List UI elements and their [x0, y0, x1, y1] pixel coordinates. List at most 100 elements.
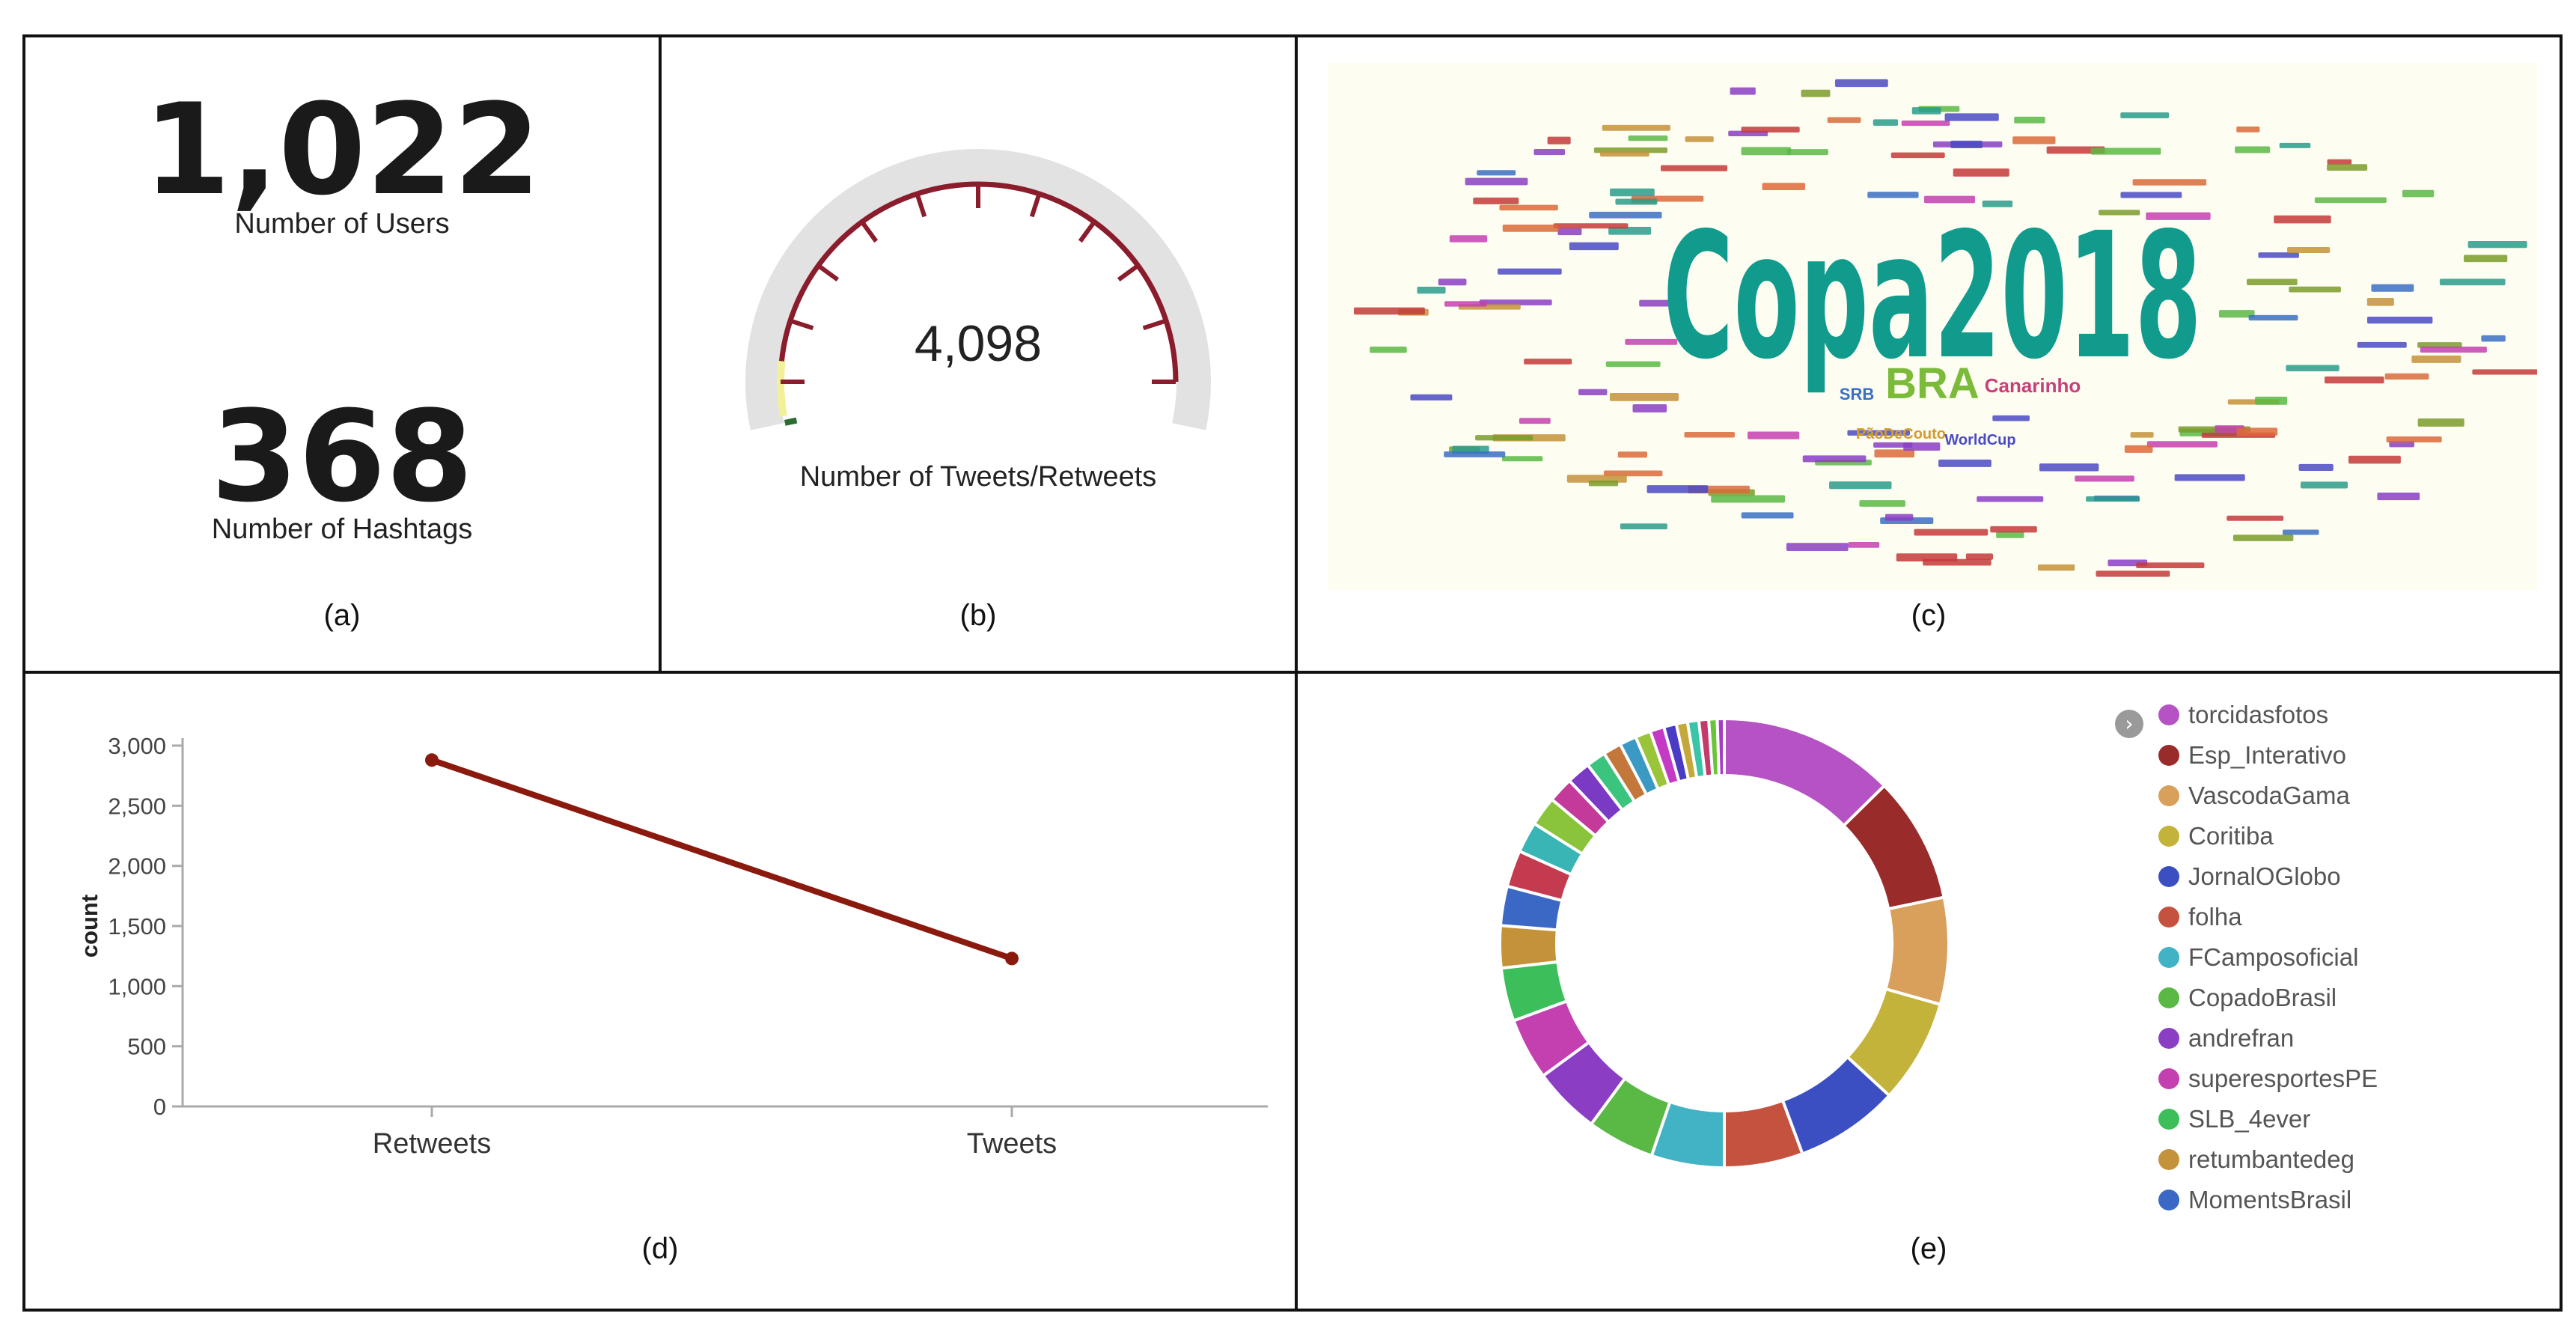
legend-item[interactable]: MomentsBrasil — [2158, 1186, 2351, 1214]
legend-item[interactable]: torcidasfotos — [2158, 701, 2328, 729]
word-cloud-term — [1827, 117, 1861, 124]
word-cloud-term — [1748, 431, 1800, 439]
word-cloud-term — [1901, 120, 1950, 127]
legend-item[interactable]: andrefran — [2158, 1024, 2294, 1053]
word-paodecouto: PãoDeCouto — [1856, 426, 1946, 442]
gauge-tick — [1142, 318, 1168, 331]
legend-label: Esp_Interativo — [2188, 741, 2346, 769]
word-cloud-term — [1660, 165, 1728, 171]
word-cloud-term — [2046, 146, 2105, 154]
word-cloud-term — [1599, 151, 1649, 157]
hashtags-label: Number of Hashtags — [211, 514, 473, 545]
word-cloud-term — [2279, 142, 2311, 148]
caption-c: (c) — [1911, 599, 1947, 632]
legend-label: andrefran — [2188, 1024, 2295, 1052]
word-cloud-term — [2146, 441, 2218, 448]
word-cloud-term — [2146, 212, 2211, 220]
gauge-tick — [1029, 192, 1042, 218]
x-tick-label: Retweets — [373, 1128, 491, 1160]
word-cloud-term — [2012, 136, 2056, 144]
panel-d-line-chart: 0 500 1,000 1,500 2,000 2,500 3,000 count Retwee… — [22, 671, 1298, 1312]
word-cloud-term — [2174, 474, 2245, 481]
word-cloud-term — [1353, 307, 1425, 315]
panel-e-donut-chart: › torcidasfotos Esp_Interativo VascodaGama… — [1295, 671, 2563, 1312]
word-cloud-term — [2366, 316, 2433, 324]
legend-swatch — [2158, 1068, 2179, 1089]
legend-toggle-icon[interactable]: › — [2115, 710, 2143, 738]
word-cloud-term — [1873, 119, 1899, 126]
word-cloud-term — [2086, 496, 2140, 502]
legend-swatch — [2158, 866, 2179, 887]
gauge-tick — [1078, 220, 1096, 243]
caption-d: (d) — [641, 1232, 679, 1265]
donut-slice[interactable] — [1715, 716, 1726, 778]
word-cloud: Copa2018 BRA Canarinho SRB PãoDeCouto Wo… — [1328, 63, 2537, 590]
word-cloud-term — [2287, 246, 2331, 253]
legend-item[interactable]: superesportesPE — [2158, 1065, 2378, 1093]
word-cloud-term — [1444, 451, 1506, 457]
word-cloud-term — [1944, 113, 1999, 121]
word-cloud-term — [2136, 562, 2205, 569]
word-cloud-term — [2286, 365, 2340, 371]
legend-item[interactable]: JornalOGlobo — [2158, 862, 2341, 891]
word-cloud-term — [2411, 355, 2461, 363]
word-cloud-term — [1873, 442, 1913, 448]
word-cloud-term — [2124, 445, 2153, 453]
word-cloud-term — [1965, 553, 1994, 560]
word-cloud-term — [2282, 529, 2319, 535]
word-cloud-term — [2325, 376, 2384, 384]
legend-swatch — [2158, 947, 2179, 968]
word-cloud-term — [2099, 210, 2140, 216]
word-cloud-term — [1499, 204, 1558, 211]
word-cloud-term — [2236, 127, 2260, 133]
legend-label: FCamposoficial — [2188, 943, 2359, 971]
word-cloud-term — [2481, 335, 2506, 342]
word-cloud-term — [2248, 314, 2298, 321]
word-cloud-term — [2132, 179, 2207, 186]
donut-slice[interactable] — [1884, 895, 1950, 1007]
donut-slice[interactable] — [1498, 924, 1560, 970]
legend-label: MomentsBrasil — [2188, 1186, 2352, 1213]
word-cloud-term — [2130, 432, 2154, 438]
legend-item[interactable]: folha — [2158, 903, 2242, 931]
legend-item[interactable]: CopadoBrasil — [2158, 984, 2337, 1012]
word-cloud-term — [1475, 435, 1533, 441]
word-cloud-term — [1923, 195, 1975, 204]
line-chart: 0 500 1,000 1,500 2,000 2,500 3,000 count Retwee… — [76, 733, 1268, 1160]
word-cloud-term — [1501, 456, 1543, 462]
word-cloud-term — [1646, 485, 1709, 493]
word-cloud-term — [1741, 147, 1792, 156]
legend-label: torcidasfotos — [2188, 701, 2329, 728]
word-cloud-term — [1996, 532, 2024, 538]
y-tick-label: 2,500 — [108, 793, 166, 819]
word-cloud-term — [1786, 543, 1849, 551]
gauge-low-band — [777, 360, 787, 417]
word-cloud-term — [1620, 523, 1667, 530]
word-cloud-term — [2420, 346, 2487, 353]
legend-item[interactable]: VascodaGama — [2158, 782, 2350, 810]
word-cloud-term — [1524, 359, 1572, 365]
legend-label: superesportesPE — [2188, 1065, 2378, 1092]
word-cloud-term — [1834, 79, 1888, 88]
word-cloud-term — [1938, 459, 1991, 467]
word-cloud-term — [2236, 427, 2278, 436]
legend-item[interactable]: retumbantedeg — [2158, 1145, 2354, 1174]
word-cloud-term — [1639, 299, 1671, 307]
word-cloud-term — [2232, 535, 2294, 541]
legend-swatch — [2158, 785, 2179, 806]
word-cloud-term — [1449, 235, 1488, 243]
word-cloud-term — [2467, 241, 2527, 249]
word-cloud-term — [2377, 492, 2420, 501]
legend-item[interactable]: Coritiba — [2158, 822, 2274, 850]
legend-swatch — [2158, 1028, 2179, 1049]
legend-item[interactable]: Esp_Interativo — [2158, 741, 2346, 770]
word-cloud-term — [2417, 418, 2464, 427]
legend-item[interactable]: FCamposoficial — [2158, 943, 2358, 972]
word-cloud-term — [1786, 149, 1828, 156]
word-cloud-term — [1911, 107, 1941, 115]
word-cloud-term — [2235, 146, 2271, 153]
word-cloud-term — [1617, 451, 1647, 458]
word-cloud-term — [1982, 200, 2013, 207]
legend-item[interactable]: SLB_4ever — [2158, 1105, 2310, 1133]
word-cloud-term — [1801, 89, 1831, 97]
